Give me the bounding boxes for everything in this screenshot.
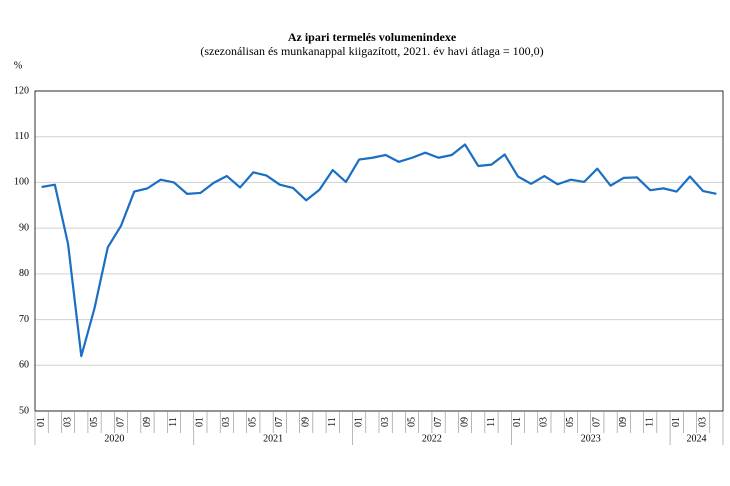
- x-tick-label: 09: [301, 417, 312, 427]
- x-tick-label: 03: [539, 417, 550, 427]
- x-tick-label: 01: [195, 417, 206, 427]
- x-tick-label: 03: [62, 417, 73, 427]
- x-tick-label: 03: [697, 417, 708, 427]
- y-axis-label: %: [14, 60, 22, 71]
- x-tick-label: 07: [592, 417, 603, 427]
- y-tick-label: 120: [14, 85, 29, 96]
- chart-subtitle: (szezonálisan és munkanappal kiigazított…: [200, 44, 543, 58]
- y-tick-label: 110: [14, 131, 29, 142]
- x-tick-label: 03: [221, 417, 232, 427]
- plot-frame: [34, 90, 724, 412]
- x-tick-label: 07: [433, 417, 444, 427]
- x-tick-label: 11: [168, 417, 179, 427]
- year-label: 2022: [422, 433, 442, 444]
- x-tick-label: 05: [248, 417, 259, 427]
- x-tick-label: 11: [486, 417, 497, 427]
- x-tick-label: 11: [645, 417, 656, 427]
- y-tick-label: 100: [14, 177, 29, 188]
- data-line: [41, 143, 717, 358]
- y-tick-label: 50: [19, 405, 29, 416]
- x-tick-label: 05: [89, 417, 100, 427]
- x-tick-label: 07: [115, 417, 126, 427]
- x-tick-label: 07: [274, 417, 285, 427]
- x-tick-label: 09: [459, 417, 470, 427]
- year-label: 2020: [104, 433, 124, 444]
- y-tick-label: 80: [19, 268, 29, 279]
- year-label: 2021: [263, 433, 283, 444]
- y-tick-label: 70: [19, 314, 29, 325]
- x-tick-label: 11: [327, 417, 338, 427]
- chart-title: Az ipari termelés volumenindexe: [288, 30, 457, 44]
- x-tick-label: 01: [36, 417, 47, 427]
- year-label: 2023: [581, 433, 601, 444]
- x-tick-label: 01: [353, 417, 364, 427]
- x-tick-label: 09: [142, 417, 153, 427]
- y-tick-label: 60: [19, 360, 29, 371]
- x-tick-label: 05: [565, 417, 576, 427]
- year-label: 2024: [687, 433, 707, 444]
- x-tick-label: 09: [618, 417, 629, 427]
- x-tick-label: 01: [671, 417, 682, 427]
- x-tick-label: 05: [406, 417, 417, 427]
- x-tick-label: 03: [380, 417, 391, 427]
- x-tick-label: 01: [512, 417, 523, 427]
- y-tick-label: 90: [19, 222, 29, 233]
